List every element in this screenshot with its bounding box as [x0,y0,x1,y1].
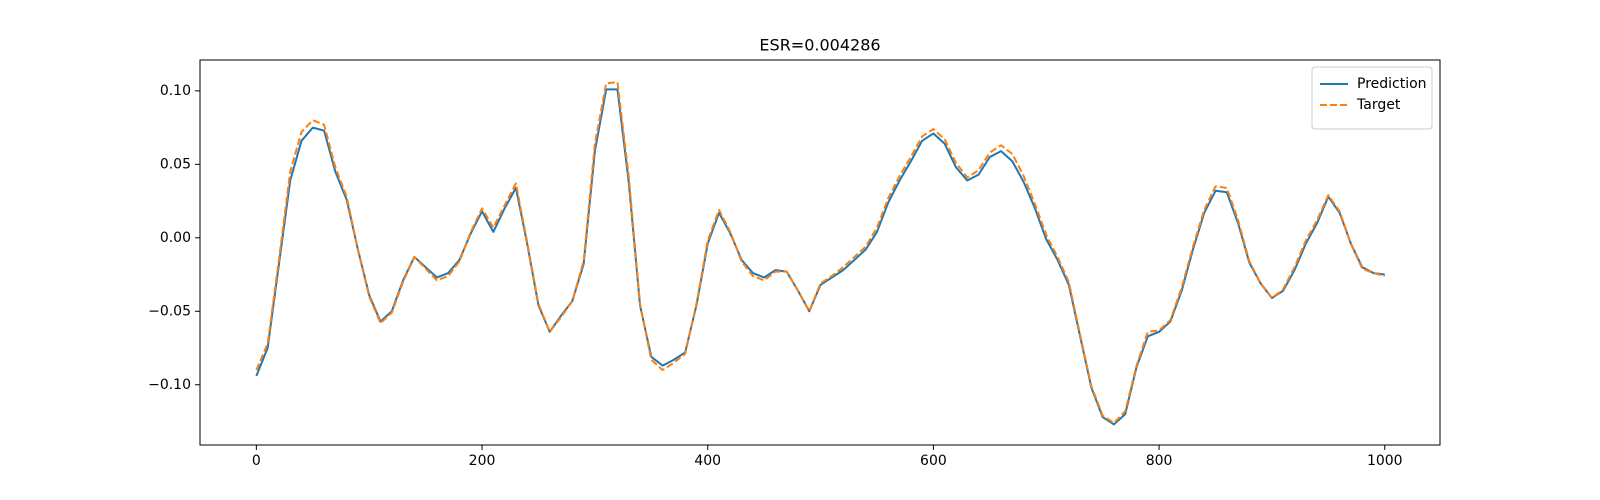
y-tick-label: 0.05 [160,156,191,172]
y-tick-label: 0.10 [160,83,191,99]
plot-frame [199,59,1441,446]
legend-label: Target [1356,97,1401,113]
x-tick-label: 600 [920,453,947,469]
y-tick-label: 0.00 [160,230,191,246]
legend-label: Prediction [1357,76,1427,92]
x-tick-label: 0 [252,453,261,469]
series-line [255,81,1386,424]
x-tick-label: 400 [694,453,721,469]
y-tick-label: −0.10 [148,377,191,393]
x-tick-label: 800 [1146,453,1173,469]
legend-box [1311,66,1433,130]
chart-title: ESR=0.004286 [759,36,880,55]
x-tick-label: 200 [469,453,496,469]
x-tick-label: 1000 [1367,453,1403,469]
y-tick-label: −0.05 [148,303,191,319]
